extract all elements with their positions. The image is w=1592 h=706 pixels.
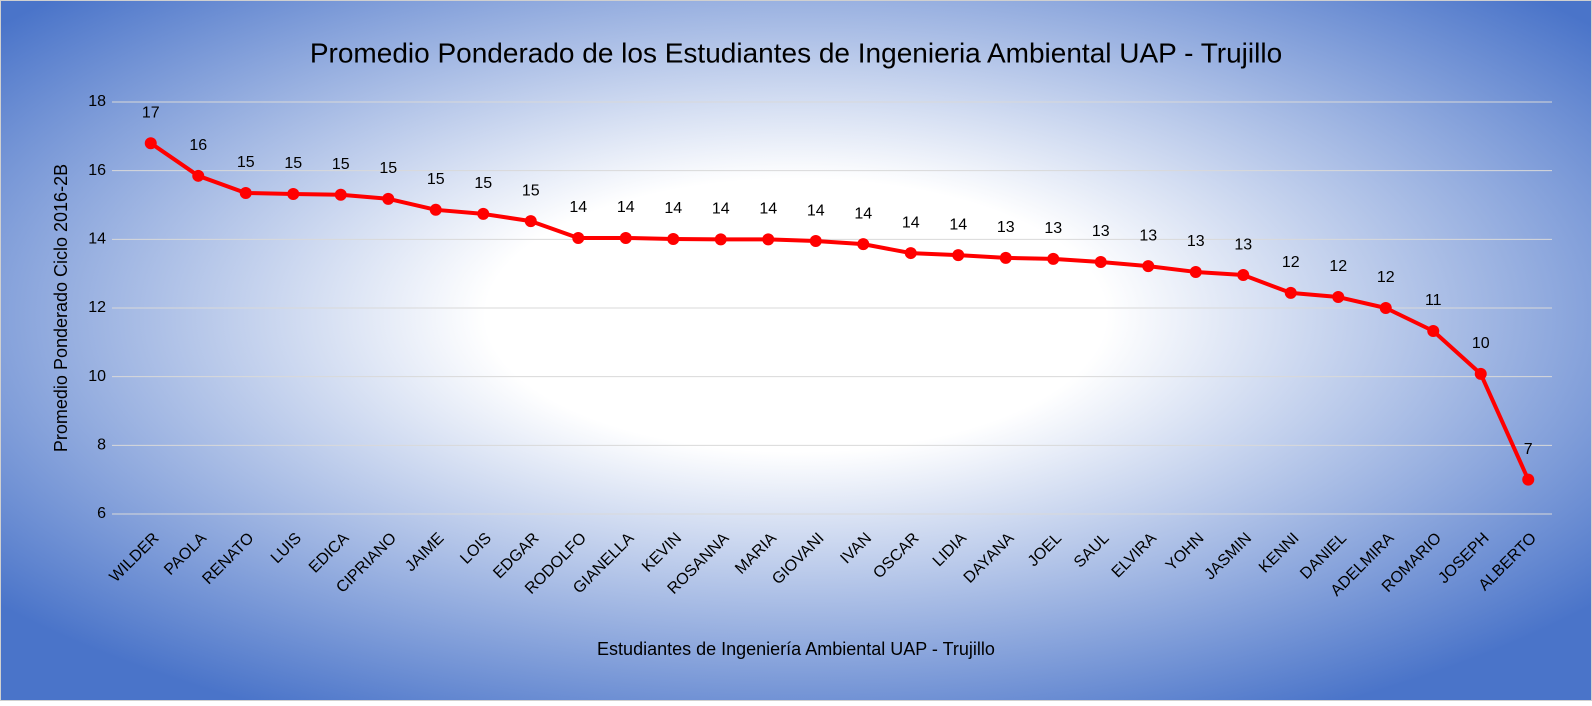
data-label: 15 (379, 160, 397, 177)
data-label: 7 (1524, 441, 1533, 458)
data-label: 14 (759, 201, 777, 218)
data-label: 14 (949, 216, 967, 233)
data-point (1427, 325, 1440, 338)
data-label: 12 (1377, 269, 1395, 286)
data-label: 17 (142, 104, 160, 121)
data-label: 13 (1044, 220, 1062, 237)
data-point (999, 251, 1012, 264)
y-tick-label: 16 (88, 162, 106, 179)
y-tick-label: 8 (97, 437, 106, 454)
data-point (382, 192, 395, 205)
data-label: 13 (997, 219, 1015, 236)
data-point (667, 232, 680, 245)
x-axis-title: Estudiantes de Ingeniería Ambiental UAP … (597, 639, 995, 659)
data-label: 14 (712, 201, 730, 218)
data-point (809, 235, 822, 248)
data-point (1142, 260, 1155, 273)
data-point (619, 231, 632, 244)
data-label: 14 (854, 205, 872, 222)
data-point (1094, 255, 1107, 268)
data-point (287, 188, 300, 201)
data-point (762, 233, 775, 246)
data-point (334, 188, 347, 201)
data-point (1474, 367, 1487, 380)
data-label: 13 (1187, 233, 1205, 250)
data-point (1332, 291, 1345, 304)
series-line (149, 141, 1531, 481)
data-label: 14 (617, 199, 635, 216)
y-tick-label: 6 (97, 505, 106, 522)
data-label: 15 (332, 156, 350, 173)
data-point (857, 238, 870, 251)
data-label: 15 (237, 154, 255, 171)
data-point (1047, 252, 1060, 265)
data-point (572, 231, 585, 244)
y-tick-label: 18 (88, 93, 106, 110)
data-label: 12 (1282, 254, 1300, 271)
data-point (192, 169, 205, 182)
data-point (524, 215, 537, 228)
data-point (429, 203, 442, 216)
y-tick-label: 10 (88, 368, 106, 385)
data-label: 11 (1425, 292, 1442, 309)
data-point (239, 186, 252, 199)
data-point (904, 247, 917, 260)
data-label: 15 (474, 175, 492, 192)
data-point (1237, 269, 1250, 282)
data-point (1284, 286, 1297, 299)
data-label: 13 (1139, 227, 1157, 244)
data-point (144, 137, 157, 150)
y-tick-label: 14 (88, 231, 106, 248)
y-tick-label: 12 (88, 299, 106, 316)
data-label: 15 (522, 182, 540, 199)
data-point (1379, 302, 1392, 314)
data-label: 14 (569, 199, 587, 216)
data-label: 15 (284, 155, 302, 172)
y-axis-title: Promedio Ponderado Ciclo 2016-2B (51, 164, 71, 452)
data-point (1522, 473, 1535, 486)
data-point (714, 233, 727, 246)
data-label: 14 (664, 200, 682, 217)
data-label: 12 (1329, 258, 1347, 275)
data-label: 14 (807, 202, 825, 219)
data-point (952, 249, 965, 262)
data-label: 14 (902, 214, 920, 231)
data-label: 10 (1472, 335, 1490, 352)
data-point (1189, 265, 1202, 278)
data-point (477, 207, 490, 220)
data-label: 13 (1092, 223, 1110, 240)
data-label: 16 (189, 137, 207, 154)
data-label: 15 (427, 171, 445, 188)
data-label: 13 (1234, 236, 1252, 253)
chart-title: Promedio Ponderado de los Estudiantes de… (310, 37, 1282, 68)
